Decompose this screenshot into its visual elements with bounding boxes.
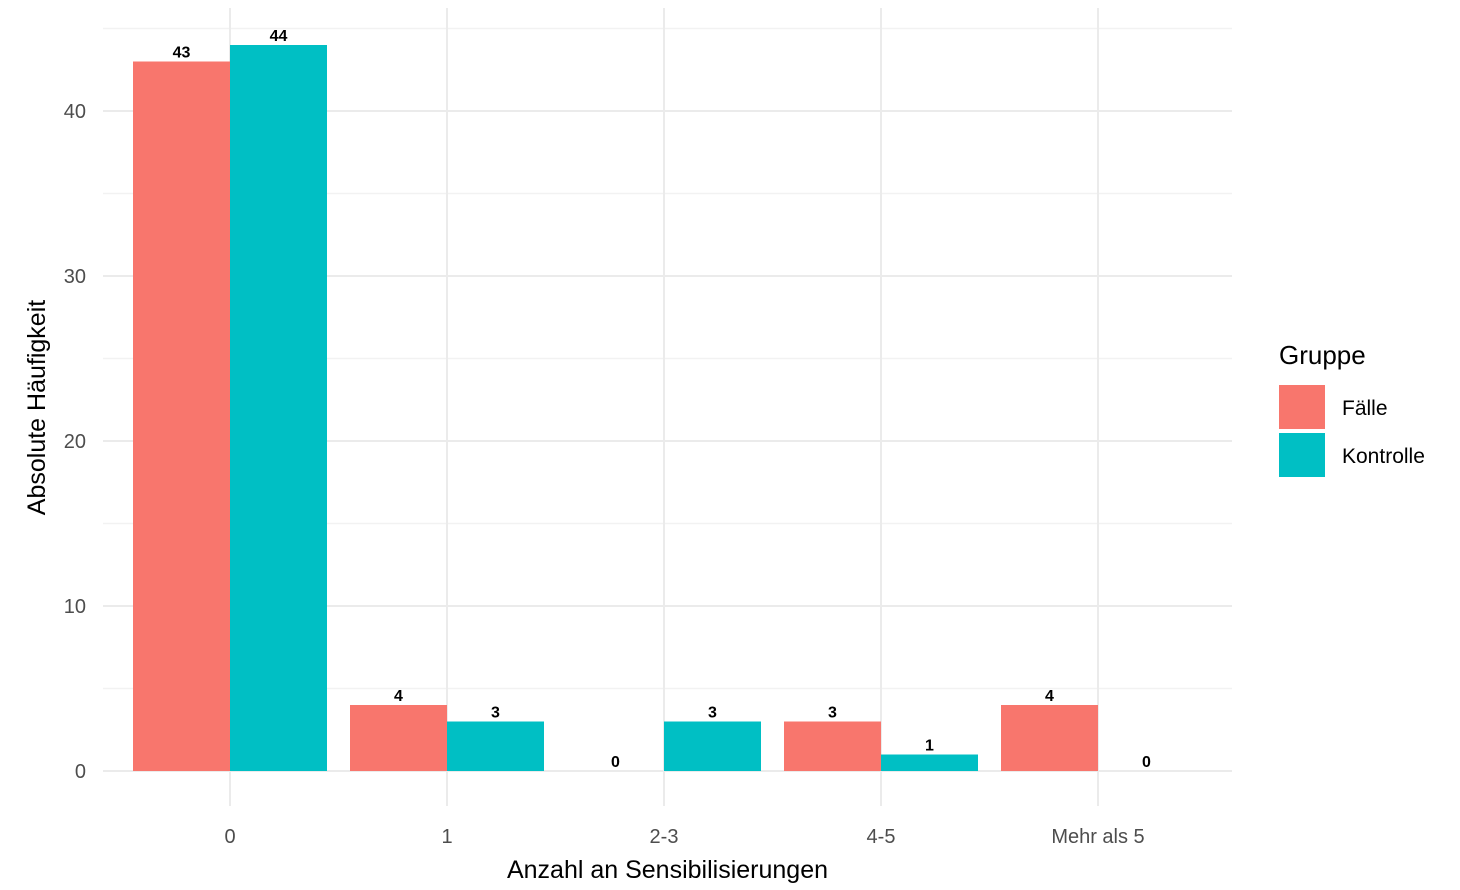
bars: [133, 45, 1098, 771]
bar-value-label: 4: [1045, 688, 1054, 705]
bar-f-lle: [784, 721, 881, 771]
x-tick-label: 0: [224, 826, 235, 848]
bar-f-lle: [1001, 705, 1098, 771]
legend: Gruppe Fälle Kontrolle: [1279, 340, 1425, 477]
y-tick-label: 0: [75, 761, 86, 783]
x-tick-label: Mehr als 5: [1051, 826, 1144, 848]
y-tick-label: 10: [64, 596, 86, 618]
legend-items: Fälle Kontrolle: [1279, 385, 1425, 477]
legend-label: Fälle: [1342, 397, 1388, 420]
bar-kontrolle: [881, 754, 978, 771]
y-axis-title: Absolute Häufigkeit: [23, 300, 51, 515]
bar-value-label: 43: [173, 45, 191, 62]
bar-value-label: 3: [491, 705, 500, 722]
bar-value-label: 0: [611, 754, 620, 771]
bar-kontrolle: [230, 45, 327, 771]
bar-value-label: 4: [394, 688, 403, 705]
x-axis-title: Anzahl an Sensibilisierungen: [507, 856, 828, 884]
bar-value-label: 3: [708, 705, 717, 722]
legend-label: Kontrolle: [1342, 445, 1425, 468]
y-tick-label: 20: [64, 431, 86, 453]
bar-value-label: 44: [270, 28, 288, 45]
bar-kontrolle: [664, 721, 761, 771]
x-tick-label: 4-5: [867, 826, 896, 848]
x-tick-label: 1: [441, 826, 452, 848]
bar-kontrolle: [447, 721, 544, 771]
bar-f-lle: [133, 61, 230, 771]
y-tick-label: 40: [64, 101, 86, 123]
bar-value-label: 1: [925, 738, 934, 755]
legend-swatch: [1279, 385, 1325, 429]
bar-value-label: 0: [1142, 754, 1151, 771]
y-tick-label: 30: [64, 266, 86, 288]
legend-title: Gruppe: [1279, 340, 1366, 370]
bar-f-lle: [350, 705, 447, 771]
x-tick-label: 2-3: [650, 826, 679, 848]
bar-value-label: 3: [828, 705, 837, 722]
legend-swatch: [1279, 433, 1325, 477]
